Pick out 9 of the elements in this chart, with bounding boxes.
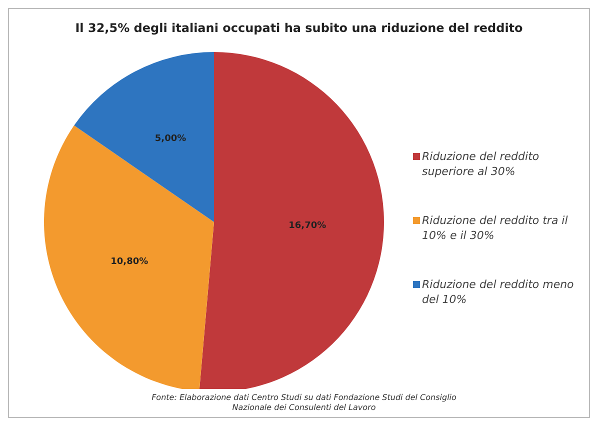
data-label: 5,00%: [154, 134, 186, 144]
data-label: 10,80%: [110, 256, 148, 267]
source-note: Fonte: Elaborazione dati Centro Studi su dati Fondazione Studi del Consiglio Nazionale dei Consulenti del Lavoro: [150, 393, 458, 413]
pie-slice: [74, 52, 214, 222]
legend-label: Riduzione del reddito tra il 10% e il 30%: [422, 213, 569, 243]
legend-label: Riduzione del reddito superiore al 30%: [422, 149, 540, 179]
data-label: 16,70%: [288, 221, 326, 232]
chart-title: Il 32,5% degli italiani occupati ha subito una riduzione del reddito: [74, 21, 524, 35]
legend-label: Riduzione del reddito meno del 10%: [422, 277, 575, 307]
